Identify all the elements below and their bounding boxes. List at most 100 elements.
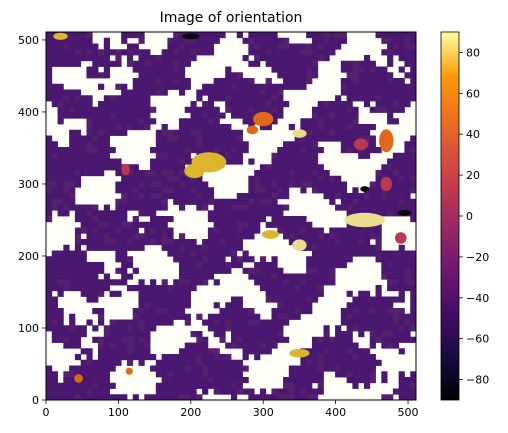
grain-cell (162, 187, 168, 193)
grain-cell (329, 124, 335, 130)
grain-cell (191, 141, 197, 147)
grain-cell (347, 348, 353, 354)
grain-cell (306, 124, 312, 130)
grain-cell (254, 55, 260, 61)
grain-cell (283, 101, 289, 107)
grain-cell (52, 337, 58, 343)
grain-cell (364, 320, 370, 326)
grain-cell (266, 170, 272, 176)
grain-cell (81, 285, 87, 291)
grain-cell (110, 245, 116, 251)
grain-cell (156, 187, 162, 193)
grain-cell (410, 55, 416, 61)
grain-cell (214, 302, 220, 308)
grain-cell (98, 337, 104, 343)
grain-cell (179, 308, 185, 314)
grain-cell (306, 274, 312, 280)
grain-cell (347, 337, 353, 343)
grain-cell (271, 61, 277, 67)
grain-cell (104, 222, 110, 228)
grain-cell (92, 222, 98, 228)
grain-cell (243, 101, 249, 107)
grain-cell (162, 228, 168, 234)
grain-cell (173, 153, 179, 159)
grain-cell (306, 233, 312, 239)
grain-cell (393, 268, 399, 274)
grain-cell (312, 377, 318, 383)
grain-cell (283, 182, 289, 188)
grain-cell (58, 147, 64, 153)
grain-cell (352, 314, 358, 320)
grain-cell (173, 159, 179, 165)
grain-cell (75, 32, 81, 38)
grain-cell (185, 251, 191, 257)
grain-cell (260, 55, 266, 61)
grain-cell (173, 314, 179, 320)
grain-cell (185, 314, 191, 320)
grain-cell (167, 377, 173, 383)
grain-cell (283, 67, 289, 73)
grain-cell (225, 360, 231, 366)
grain-cell (370, 245, 376, 251)
grain-cell (260, 256, 266, 262)
grain-cell (283, 170, 289, 176)
grain-cell (352, 320, 358, 326)
grain-cell (179, 279, 185, 285)
grain-cell (295, 141, 301, 147)
grain-cell (306, 297, 312, 303)
grain-cell (381, 320, 387, 326)
grain-cell (341, 136, 347, 142)
grain-cell (127, 44, 133, 50)
grain-cell (248, 205, 254, 211)
grain-cell (306, 147, 312, 153)
grain-cell (81, 32, 87, 38)
grain-cell (46, 199, 52, 205)
grain-cell (179, 159, 185, 165)
grain-cell (399, 84, 405, 90)
grain-cell (52, 187, 58, 193)
grain-cell (376, 176, 382, 182)
grain-cell (214, 216, 220, 222)
grain-cell (191, 262, 197, 268)
grain-cell (196, 90, 202, 96)
grain-cell (58, 268, 64, 274)
grain-cell (98, 113, 104, 119)
grain-cell (144, 394, 150, 400)
grain-cell (144, 113, 150, 119)
grain-cell (162, 205, 168, 211)
grain-cell (191, 394, 197, 400)
colorbar-tick-label: −40 (466, 292, 489, 305)
grain-cell (404, 44, 410, 50)
grain-cell (289, 147, 295, 153)
grain-cell (381, 251, 387, 257)
grain-cell (92, 55, 98, 61)
grain-cell (254, 84, 260, 90)
grain-cell (150, 325, 156, 331)
grain-cell (214, 222, 220, 228)
grain-cell (127, 331, 133, 337)
grain-cell (173, 182, 179, 188)
grain-cell (196, 360, 202, 366)
grain-cell (306, 55, 312, 61)
grain-cell (63, 153, 69, 159)
grain-cell (341, 228, 347, 234)
grain-cell (370, 371, 376, 377)
grain-cell (295, 233, 301, 239)
grain-cell (75, 159, 81, 165)
grain-cell (144, 314, 150, 320)
grain-cell (410, 389, 416, 395)
grain-cell (387, 159, 393, 165)
grain-cell (341, 113, 347, 119)
grain-cell (231, 251, 237, 257)
grain-cell (139, 90, 145, 96)
grain-cell (86, 124, 92, 130)
grain-cell (196, 377, 202, 383)
grain-cell (179, 205, 185, 211)
grain-cell (63, 95, 69, 101)
grain-cell (399, 377, 405, 383)
grain-cell (231, 320, 237, 326)
grain-cell (196, 107, 202, 113)
grain-cell (260, 210, 266, 216)
grain-cell (179, 371, 185, 377)
grain-cell (185, 274, 191, 280)
